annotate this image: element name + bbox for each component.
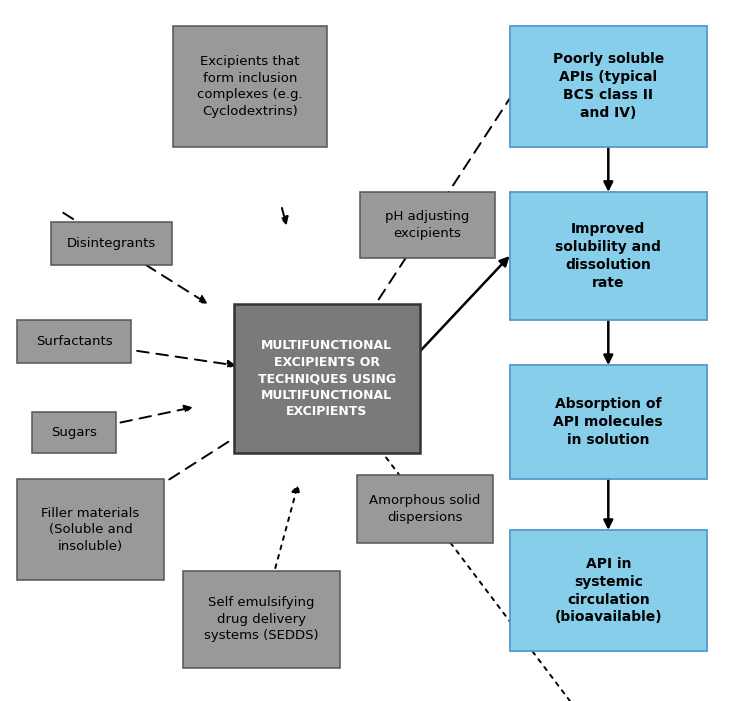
Text: Amorphous solid
dispersions: Amorphous solid dispersions xyxy=(369,494,481,524)
FancyBboxPatch shape xyxy=(360,192,495,258)
Text: pH adjusting
excipients: pH adjusting excipients xyxy=(385,210,470,240)
Text: Absorption of
API molecules
in solution: Absorption of API molecules in solution xyxy=(553,397,663,447)
Text: Sugars: Sugars xyxy=(51,426,97,439)
Text: Filler materials
(Soluble and
insoluble): Filler materials (Soluble and insoluble) xyxy=(42,507,139,552)
Text: Self emulsifying
drug delivery
systems (SEDDS): Self emulsifying drug delivery systems (… xyxy=(204,597,319,642)
Text: Surfactants: Surfactants xyxy=(36,335,112,348)
FancyBboxPatch shape xyxy=(32,411,116,453)
FancyBboxPatch shape xyxy=(233,304,420,454)
FancyBboxPatch shape xyxy=(51,222,172,265)
FancyBboxPatch shape xyxy=(18,320,131,363)
Text: Disintegrants: Disintegrants xyxy=(67,237,156,250)
Text: API in
systemic
circulation
(bioavailable): API in systemic circulation (bioavailabl… xyxy=(554,557,662,625)
FancyBboxPatch shape xyxy=(509,192,707,320)
Text: Improved
solubility and
dissolution
rate: Improved solubility and dissolution rate xyxy=(556,222,661,290)
Text: Poorly soluble
APIs (typical
BCS class II
and IV): Poorly soluble APIs (typical BCS class I… xyxy=(553,53,664,120)
Text: Excipients that
form inclusion
complexes (e.g.
Cyclodextrins): Excipients that form inclusion complexes… xyxy=(197,55,303,118)
FancyBboxPatch shape xyxy=(509,365,707,479)
FancyBboxPatch shape xyxy=(183,571,340,668)
FancyBboxPatch shape xyxy=(357,475,493,543)
FancyBboxPatch shape xyxy=(509,530,707,651)
FancyBboxPatch shape xyxy=(509,26,707,147)
FancyBboxPatch shape xyxy=(18,479,164,580)
Text: MULTIFUNCTIONAL
EXCIPIENTS OR
TECHNIQUES USING
MULTIFUNCTIONAL
EXCIPIENTS: MULTIFUNCTIONAL EXCIPIENTS OR TECHNIQUES… xyxy=(258,339,396,418)
FancyBboxPatch shape xyxy=(173,26,327,147)
